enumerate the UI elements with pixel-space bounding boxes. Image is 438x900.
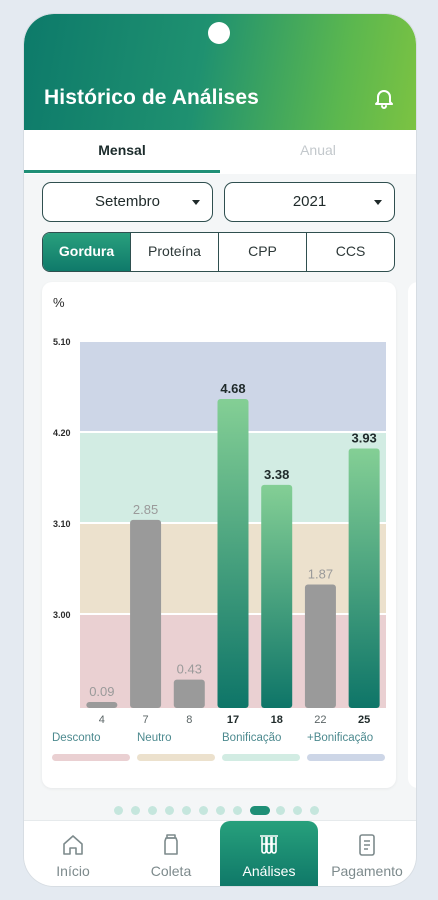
- carousel-pager: [114, 804, 334, 816]
- nav-label: Coleta: [150, 863, 192, 879]
- segment-gordura[interactable]: Gordura: [43, 233, 131, 271]
- pager-dot[interactable]: [293, 806, 302, 815]
- chevron-down-icon: [374, 200, 382, 205]
- phone-screen: Histórico de Análises Mensal Anual Setem…: [24, 14, 416, 886]
- x-tick-label: 22: [314, 714, 326, 726]
- pager-dot[interactable]: [114, 806, 123, 815]
- page-title: Histórico de Análises: [44, 86, 259, 109]
- legend-desconto: Desconto: [52, 732, 130, 761]
- y-tick-label: 3.10: [53, 519, 71, 529]
- x-tick-label: 18: [271, 714, 283, 726]
- year-select-value: 2021: [292, 193, 327, 210]
- app-header: Histórico de Análises: [24, 14, 416, 130]
- legend-label: Bonificação: [222, 732, 282, 744]
- segment-ccs[interactable]: CCS: [335, 243, 366, 259]
- legend-swatch: [222, 754, 300, 761]
- month-select[interactable]: Setembro: [42, 182, 213, 222]
- bar-value-label: 4.68: [220, 381, 245, 396]
- pager-dot[interactable]: [233, 806, 242, 815]
- period-tabs: Mensal Anual: [24, 130, 416, 174]
- bar-22[interactable]: [304, 584, 336, 708]
- chevron-down-icon: [192, 200, 200, 205]
- pager-dot-active[interactable]: [250, 806, 270, 815]
- pager-dot[interactable]: [182, 806, 191, 815]
- pager-dot[interactable]: [165, 806, 174, 815]
- bar-25[interactable]: [348, 448, 380, 708]
- pager-dot[interactable]: [216, 806, 225, 815]
- nav-analises[interactable]: Análises: [220, 821, 318, 886]
- legend-swatch: [307, 754, 385, 761]
- pager-dot[interactable]: [148, 806, 157, 815]
- bar-7[interactable]: [130, 519, 162, 708]
- month-select-value: Setembro: [94, 193, 161, 210]
- y-tick-label: 5.10: [53, 337, 71, 347]
- bar-value-label: 0.09: [89, 684, 114, 699]
- band-legend: Desconto Neutro Bonificação +Bonificação: [52, 732, 386, 772]
- y-axis-unit-label: %: [53, 295, 65, 310]
- active-tab-indicator: [24, 170, 220, 173]
- next-card-peek: [408, 282, 416, 788]
- pager-dot[interactable]: [310, 806, 319, 815]
- receipt-icon: [359, 834, 375, 856]
- bell-icon[interactable]: [372, 86, 396, 110]
- nav-pagamento[interactable]: Pagamento: [318, 821, 416, 886]
- legend-label: Neutro: [137, 732, 172, 744]
- bars-layer: 0.09 2.85 0.43 4.68 3.38 1.87 3.93: [86, 381, 380, 708]
- nav-inicio[interactable]: Início: [24, 821, 122, 886]
- bar-value-label: 1.87: [308, 567, 333, 582]
- chart-card: % 5.10 4.20 3.10 3.00 0.09 2.85 0.43 4.68 3.38 1…: [42, 282, 396, 788]
- bar-chart: % 5.10 4.20 3.10 3.00 0.09 2.85 0.43 4.68 3.38 1…: [53, 295, 386, 726]
- segment-proteina[interactable]: Proteína: [131, 233, 219, 271]
- bar-8[interactable]: [173, 679, 205, 708]
- legend-label: +Bonificação: [307, 732, 374, 744]
- bottom-nav: Início Coleta Análises Pagame: [24, 820, 416, 886]
- pager-dot[interactable]: [131, 806, 140, 815]
- y-tick-label: 3.00: [53, 610, 71, 620]
- tab-anual[interactable]: Anual: [300, 142, 336, 158]
- nav-coleta[interactable]: Coleta: [122, 821, 220, 886]
- segment-cpp[interactable]: CPP: [219, 233, 307, 271]
- nav-label: Pagamento: [331, 863, 403, 879]
- camera-notch: [208, 22, 230, 44]
- bar-value-label: 2.85: [133, 502, 158, 517]
- y-tick-label: 4.20: [53, 428, 71, 438]
- legend-swatch: [137, 754, 215, 761]
- bar-value-label: 3.38: [264, 467, 289, 482]
- x-tick-label: 8: [186, 714, 192, 726]
- x-tick-label: 4: [99, 714, 105, 726]
- tab-mensal[interactable]: Mensal: [98, 142, 146, 158]
- legend-bonificacao: Bonificação: [222, 732, 300, 761]
- x-ticks-layer: 4 7 8 17 18 22 25: [99, 714, 370, 726]
- bar-17[interactable]: [217, 399, 249, 708]
- x-tick-label: 25: [358, 714, 370, 726]
- bar-4[interactable]: [86, 702, 118, 708]
- home-icon: [63, 835, 83, 855]
- pager-dot[interactable]: [199, 806, 208, 815]
- bar-value-label: 3.93: [351, 431, 376, 446]
- legend-label: Desconto: [52, 732, 101, 744]
- test-tubes-icon: [260, 835, 278, 854]
- legend-neutro: Neutro: [137, 732, 215, 761]
- bar-18[interactable]: [261, 484, 293, 708]
- year-select[interactable]: 2021: [224, 182, 395, 222]
- bar-value-label: 0.43: [177, 662, 202, 677]
- pager-dot[interactable]: [276, 806, 285, 815]
- analysis-type-segmented: Gordura Proteína CPP CCS: [42, 232, 395, 272]
- x-tick-label: 7: [143, 714, 149, 726]
- nav-label: Início: [56, 863, 90, 879]
- legend-mais-bonificacao: +Bonificação: [307, 732, 385, 761]
- nav-label: Análises: [242, 863, 296, 879]
- x-tick-label: 17: [227, 714, 239, 726]
- y-ticks-layer: 5.10 4.20 3.10 3.00: [53, 337, 71, 620]
- legend-swatch: [52, 754, 130, 761]
- milk-can-icon: [164, 834, 178, 855]
